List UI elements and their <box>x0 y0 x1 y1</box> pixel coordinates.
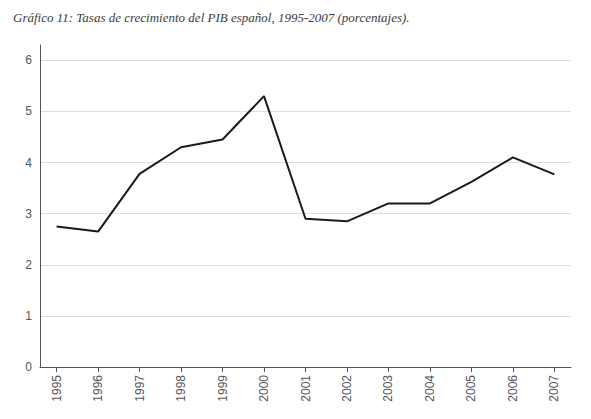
svg-text:Gráfico 11: Tasas de crecimien: Gráfico 11: Tasas de crecimiento del PIB… <box>13 10 410 25</box>
svg-text:2002: 2002 <box>340 375 354 402</box>
svg-text:1: 1 <box>25 309 32 323</box>
svg-text:2003: 2003 <box>381 375 395 402</box>
svg-text:4: 4 <box>25 156 32 170</box>
svg-text:6: 6 <box>25 53 32 67</box>
svg-text:1997: 1997 <box>133 375 147 402</box>
svg-text:1999: 1999 <box>216 375 230 402</box>
svg-text:2: 2 <box>25 258 32 272</box>
svg-text:1996: 1996 <box>91 375 105 402</box>
svg-text:0: 0 <box>25 360 32 374</box>
svg-text:1995: 1995 <box>50 375 64 402</box>
svg-text:2001: 2001 <box>299 375 313 402</box>
svg-text:2006: 2006 <box>506 375 520 402</box>
svg-text:1998: 1998 <box>174 375 188 402</box>
svg-text:2007: 2007 <box>547 375 561 402</box>
svg-text:2005: 2005 <box>464 375 478 402</box>
svg-text:3: 3 <box>25 207 32 221</box>
svg-text:5: 5 <box>25 104 32 118</box>
svg-text:2000: 2000 <box>257 375 271 402</box>
svg-text:2004: 2004 <box>423 375 437 402</box>
